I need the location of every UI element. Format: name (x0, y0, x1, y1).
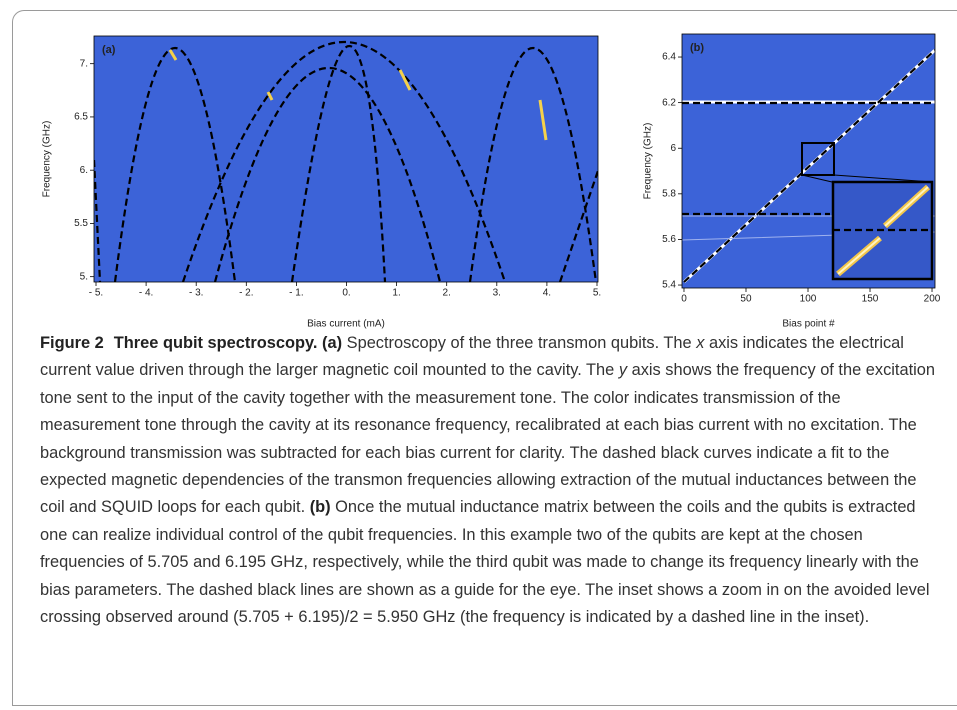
y-tick-label: 6. (80, 165, 88, 176)
caption: Figure 2 Three qubit spectroscopy. (a) Sp… (40, 330, 945, 631)
y-axis-label: Frequency (GHz) (42, 121, 53, 198)
x-tick-label: - 1. (289, 288, 303, 299)
x-tick-label: - 2. (239, 288, 253, 299)
part-label: (a) (322, 334, 343, 352)
caption-title: Three qubit spectroscopy. (113, 334, 318, 352)
y-tick-label: 6 (670, 143, 676, 154)
x-tick-label: 5. (593, 288, 601, 299)
y-tick-label: 5. (80, 271, 88, 282)
caption-text: x (696, 334, 705, 352)
heatmap (94, 36, 598, 282)
y-tick-label: 6.2 (662, 97, 676, 108)
panel-label: (a) (102, 44, 116, 56)
y-tick-label: 5.4 (662, 280, 676, 291)
y-tick-label: 5.6 (662, 234, 676, 245)
x-tick-label: 2. (443, 288, 451, 299)
caption-text: Spectroscopy of the three transmon qubit… (342, 334, 697, 352)
panel-label: (b) (690, 42, 704, 54)
caption-text: axis shows the frequency of the excitati… (40, 361, 935, 517)
x-tick-label: 1. (392, 288, 400, 299)
figure-number: Figure 2 (40, 334, 104, 352)
x-tick-label: 0 (681, 294, 687, 305)
x-tick-label: 100 (800, 294, 817, 305)
x-tick-label: 3. (493, 288, 501, 299)
caption-text: axis indicates the electrical current va… (40, 334, 904, 380)
x-tick-label: 4. (543, 288, 551, 299)
plot-frame (93, 35, 599, 283)
part-label: (b) (309, 498, 331, 517)
caption-text: y (618, 361, 628, 380)
caption-text: Once the mutual inductance matrix betwee… (40, 498, 930, 627)
x-axis-label: Bias current (mA) (307, 319, 385, 330)
x-tick-label: 50 (740, 294, 752, 305)
fit-curves (94, 40, 598, 282)
x-tick-label: 200 (924, 294, 941, 305)
x-tick-label: 150 (862, 294, 879, 305)
y-tick-label: 6.4 (662, 52, 676, 63)
plot-frame (681, 33, 936, 289)
guide-lines (682, 48, 935, 284)
figure: (a) (b) - 5. - 4. - 3. - 2. - 1. 0. 1. 2. 3. 4. 5.… (42, 33, 941, 330)
x-tick-label: - 4. (139, 288, 153, 299)
y-tick-label: 7. (80, 58, 88, 69)
y-axis-label: Frequency (GHz) (643, 123, 654, 200)
y-tick-label: 6.5 (74, 112, 88, 123)
x-tick-label: - 3. (189, 288, 203, 299)
y-tick-label: 5.5 (74, 218, 88, 229)
x-tick-label: - 5. (89, 288, 103, 299)
x-tick-label: 0. (342, 288, 350, 299)
y-tick-label: 5.8 (662, 188, 676, 199)
figure-frame (12, 10, 957, 706)
x-axis-label: Bias point # (782, 319, 835, 330)
